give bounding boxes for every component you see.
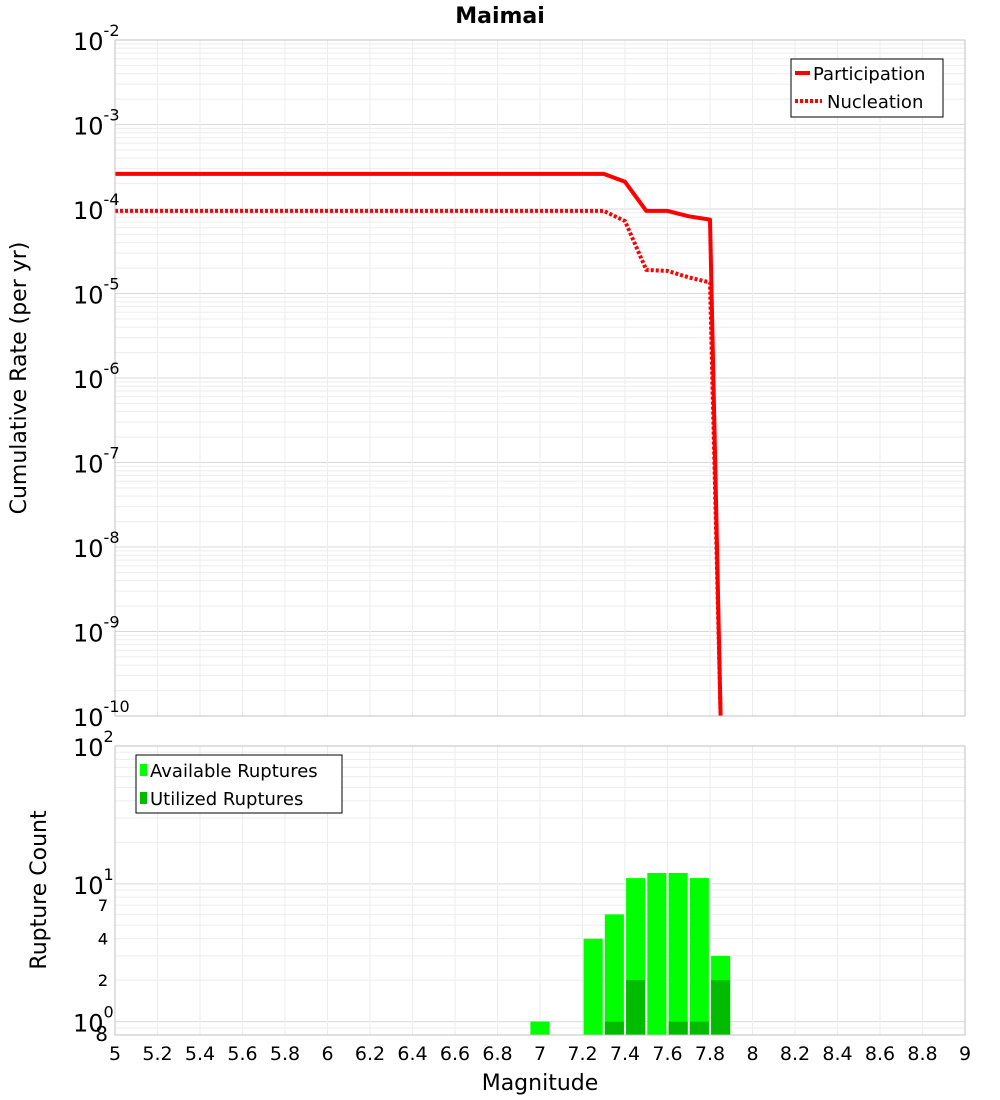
y-tick-label: 4 [98, 930, 108, 949]
available-bar [668, 872, 688, 1035]
x-tick-label: 5.6 [227, 1043, 257, 1065]
x-tick-label: 7.6 [652, 1043, 682, 1065]
available-bar [647, 872, 667, 1035]
x-tick-label: 7 [534, 1043, 546, 1065]
rate-series-group [115, 171, 723, 717]
legend-nucleation-label: Nucleation [827, 92, 923, 113]
count-plot-frame [114, 745, 966, 1036]
x-ticks: 5 5.2 5.4 5.6 5.8 6 6.2 6.4 6.6 6.8 7 7.2 7.4 7.6 7.8 8… [109, 1043, 971, 1065]
rate-plot: 10-2 10-3 10-4 10-5 10-6 10-7 10-8 10-9 10-10 Cu… [7, 21, 966, 732]
count-y-axis-label: Rupture Count [27, 810, 52, 970]
x-tick-label: 5 [109, 1043, 121, 1065]
available-bar [530, 1021, 550, 1035]
x-tick-label: 6.4 [397, 1043, 427, 1065]
y-tick-label: 10-6 [73, 359, 120, 394]
rate-legend-box [790, 58, 944, 118]
x-tick-label: 5.2 [142, 1043, 172, 1065]
utilized-bar [604, 1021, 624, 1035]
chart-title: Maimai [455, 4, 545, 29]
series-line-nucleation [115, 208, 723, 717]
series-line-participation [115, 171, 723, 717]
y-tick-label: 10-4 [73, 190, 120, 225]
y-tick-label: 10-2 [73, 21, 120, 56]
y-tick-label: 4 [98, 930, 108, 949]
y-tick-label: 10-8 [73, 528, 120, 563]
x-tick-label: 6.8 [482, 1043, 512, 1065]
utilized-bar [626, 980, 646, 1035]
legend-utilized-label: Utilized Ruptures [150, 789, 303, 810]
y-tick-label: 2 [98, 971, 108, 990]
legend-participation-label: Participation [813, 64, 925, 85]
y-tick-label: 10-9 [73, 613, 120, 648]
x-tick-label: 6 [321, 1043, 333, 1065]
count-bars-group [530, 872, 731, 1035]
legend-utilized-swatch [140, 792, 147, 804]
legend-available-swatch [140, 764, 147, 776]
legend-available-label: Available Ruptures [150, 761, 318, 782]
y-tick-label: 10-3 [73, 106, 120, 141]
y-tick-label: 100 [73, 1003, 114, 1038]
count-legend-box [135, 754, 343, 814]
rate-legend: Participation Nucleation [790, 58, 944, 118]
y-tick-label: 10-5 [73, 275, 120, 310]
y-tick-label: 7 [98, 896, 108, 915]
y-tick-label: 10-10 [73, 697, 130, 732]
x-tick-label: 9 [959, 1043, 971, 1065]
x-tick-label: 7.8 [695, 1043, 725, 1065]
y-tick-label: 102 [73, 727, 114, 762]
x-tick-label: 5.8 [270, 1043, 300, 1065]
x-tick-label: 8.8 [907, 1043, 937, 1065]
x-tick-label: 8 [746, 1043, 758, 1065]
rate-y-ticks: 10-2 10-3 10-4 10-5 10-6 10-7 10-8 10-9 10-10 [73, 21, 130, 732]
x-tick-label: 5.4 [185, 1043, 215, 1065]
utilized-bar [711, 980, 731, 1035]
available-bar [583, 938, 603, 1035]
rate-plot-grid [114, 40, 966, 717]
y-tick-label: 2 [98, 971, 108, 990]
x-tick-label: 7.2 [567, 1043, 597, 1065]
y-tick-label: 7 [98, 896, 108, 915]
count-legend: Available Ruptures Utilized Ruptures [135, 754, 343, 814]
x-tick-label: 6.2 [355, 1043, 385, 1065]
rate-y-axis-label: Cumulative Rate (per yr) [7, 242, 32, 515]
x-tick-label: 6.6 [440, 1043, 470, 1065]
y-tick-label: 10-7 [73, 444, 120, 479]
utilized-bar [668, 1021, 688, 1035]
x-tick-label: 7.4 [610, 1043, 640, 1065]
available-bar [604, 914, 624, 1035]
rate-plot-frame [114, 39, 966, 717]
x-tick-label: 8.4 [822, 1043, 852, 1065]
x-axis-label: Magnitude [482, 1071, 599, 1096]
x-tick-label: 8.6 [865, 1043, 895, 1065]
x-tick-label: 8.2 [780, 1043, 810, 1065]
utilized-bar [689, 1021, 709, 1035]
y-tick-label: 8 [95, 1022, 108, 1046]
available-bar [689, 878, 709, 1035]
y-tick-label: 101 [73, 865, 114, 900]
